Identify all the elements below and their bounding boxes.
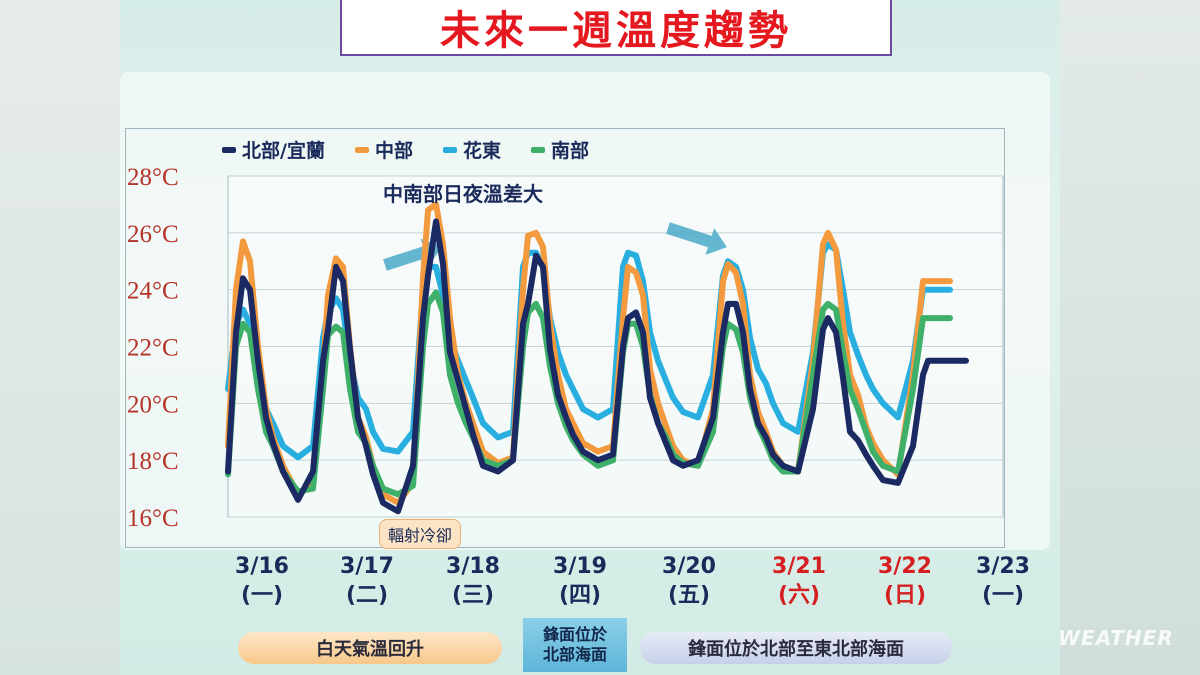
legend-item-east: 花東 [442, 136, 501, 163]
legend-label-east: 花東 [462, 140, 501, 162]
legend: 北部/宜蘭 中部 花東 南部 [222, 136, 589, 163]
title-box: 未來一週溫度趨勢 [340, 0, 892, 56]
x-category-weekday: (五) [667, 583, 711, 608]
x-category-label: 3/21 (六) [754, 552, 844, 610]
chart-title: 未來一週溫度趨勢 [440, 8, 792, 54]
y-tick-label: 20°C [127, 391, 179, 418]
plot-frame [125, 128, 1005, 548]
x-category-date: 3/23 [976, 554, 1030, 579]
y-tick-label: 28°C [127, 164, 179, 191]
note-daytime-warming: 白天氣溫回升 [238, 632, 502, 664]
legend-swatch-south [530, 146, 545, 153]
right-background [1060, 0, 1200, 675]
x-category-date: 3/16 [235, 554, 289, 579]
x-category-date: 3/22 [878, 554, 932, 579]
y-tick-label: 22°C [127, 335, 179, 362]
y-tick-label: 26°C [127, 221, 179, 248]
legend-swatch-central [354, 146, 369, 153]
x-category-weekday: (三) [451, 583, 495, 608]
x-category-weekday: (四) [558, 583, 602, 608]
legend-label-north: 北部/宜蘭 [242, 140, 325, 162]
y-tick-label: 16°C [127, 505, 179, 532]
x-category-label: 3/23 (一) [958, 552, 1048, 610]
legend-label-central: 中部 [374, 140, 413, 162]
y-tick-label: 24°C [127, 278, 179, 305]
note-front-north-sea: 鋒面位於 北部海面 [523, 618, 627, 672]
x-category-weekday: (一) [240, 583, 284, 608]
series-line-north [225, 218, 969, 515]
annotation-radiative-cooling: 輻射冷卻 [379, 519, 462, 549]
x-category-date: 3/19 [553, 554, 607, 579]
legend-label-south: 南部 [550, 140, 589, 162]
legend-item-north: 北部/宜蘭 [222, 136, 325, 163]
x-category-label: 3/16 (一) [217, 552, 307, 610]
legend-swatch-north [222, 146, 236, 153]
x-category-weekday: (二) [345, 583, 389, 608]
x-category-label: 3/19 (四) [535, 552, 625, 610]
x-category-label: 3/18 (三) [428, 552, 518, 610]
left-background [0, 0, 120, 675]
legend-item-central: 中部 [354, 136, 413, 163]
trend-arrow-icon [666, 222, 727, 255]
x-category-date: 3/21 [772, 554, 826, 579]
x-category-weekday: (日) [883, 583, 927, 608]
y-tick-label: 18°C [127, 448, 179, 475]
note-front-north-northeast-sea: 鋒面位於北部至東北部海面 [640, 632, 952, 664]
x-category-date: 3/20 [662, 554, 716, 579]
x-category-label: 3/20 (五) [644, 552, 734, 610]
x-category-date: 3/17 [340, 554, 394, 579]
note-front-north-sea-line2: 北部海面 [542, 645, 607, 664]
x-category-label: 3/17 (二) [322, 552, 412, 610]
note-front-north-sea-line1: 鋒面位於 [542, 625, 607, 644]
legend-swatch-east [442, 146, 457, 153]
x-category-weekday: (六) [777, 583, 821, 608]
legend-item-south: 南部 [530, 136, 589, 163]
x-category-weekday: (一) [981, 583, 1025, 608]
x-category-label: 3/22 (日) [860, 552, 950, 610]
x-category-date: 3/18 [446, 554, 500, 579]
watermark: WEATHER [1058, 626, 1174, 650]
annotation-day-night-difference: 中南部日夜溫差大 [383, 182, 543, 206]
